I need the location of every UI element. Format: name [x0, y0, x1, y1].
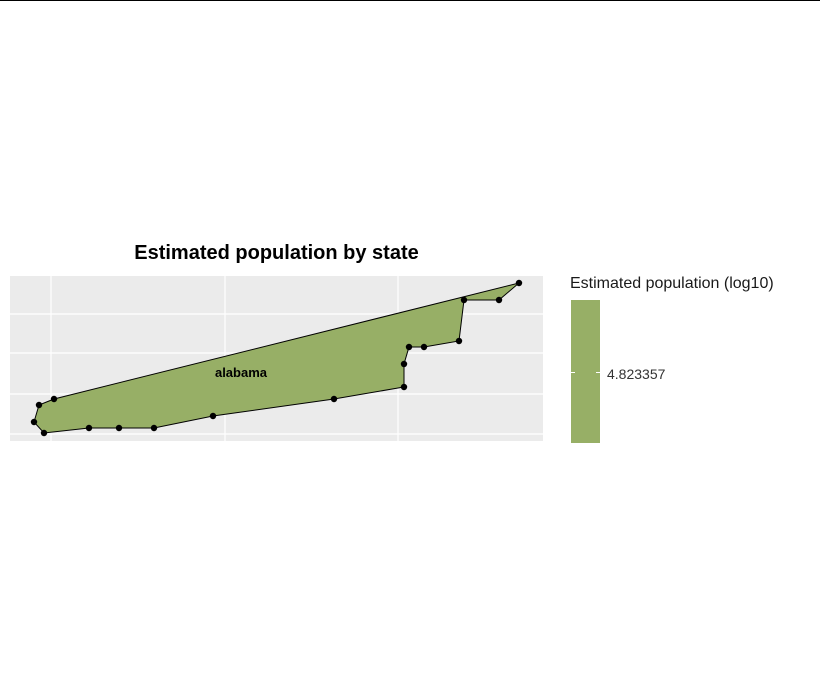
boundary-point: [405, 343, 413, 351]
boundary-point: [50, 395, 58, 403]
boundary-point: [85, 424, 93, 432]
boundary-point: [400, 360, 408, 368]
boundary-points: [30, 279, 523, 437]
boundary-point: [420, 343, 428, 351]
legend-tick-right: [596, 372, 600, 373]
boundary-point: [209, 412, 217, 420]
chart-title: Estimated population by state: [134, 242, 419, 264]
boundary-point: [495, 296, 503, 304]
legend-title: Estimated population (log10): [570, 275, 774, 292]
legend-color-bar: [571, 300, 600, 443]
legend-tick-left: [571, 372, 575, 373]
boundary-point: [40, 429, 48, 437]
boundary-point: [515, 279, 523, 287]
boundary-point: [35, 401, 43, 409]
boundary-point: [400, 383, 408, 391]
boundary-point: [330, 395, 338, 403]
boundary-point: [455, 337, 463, 345]
top-border: [0, 0, 820, 1]
boundary-point: [460, 296, 468, 304]
boundary-point: [30, 418, 38, 426]
legend-tick-label: 4.823357: [607, 366, 666, 382]
region-label-alabama: alabama: [215, 365, 268, 380]
boundary-point: [115, 424, 123, 432]
boundary-point: [150, 424, 158, 432]
